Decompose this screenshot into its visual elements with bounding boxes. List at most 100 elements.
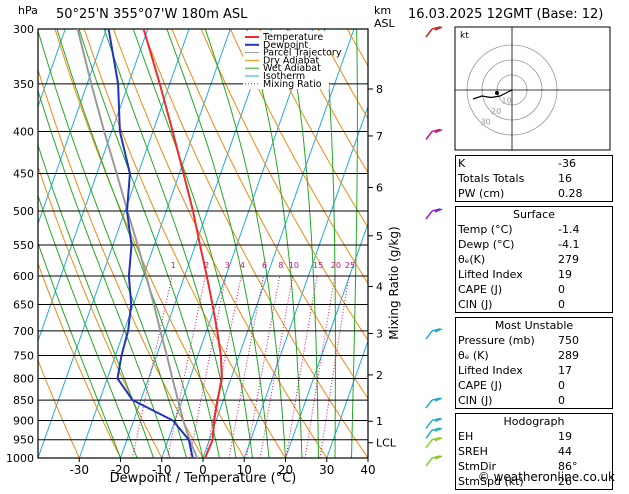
- mixing-ratio-label: 6: [262, 261, 267, 270]
- mixing-ratio-line: [246, 276, 279, 458]
- surface-label: CIN (J): [456, 297, 550, 312]
- pressure-tick-label: 900: [13, 414, 34, 427]
- hodograph-label: SREH: [456, 444, 550, 459]
- pressure-tick-label: 700: [13, 325, 34, 338]
- run-title: 16.03.2025 12GMT (Base: 12): [408, 7, 603, 22]
- isotherm-line: [162, 29, 313, 458]
- surface-label: Dewp (°C): [456, 237, 550, 252]
- unstable-label: CIN (J): [456, 393, 550, 408]
- storm-motion-marker: [495, 91, 499, 95]
- hpa-label: hPa: [18, 4, 38, 17]
- hodograph-frame: [455, 27, 610, 150]
- surface-value: 0: [550, 282, 612, 297]
- pressure-tick-label: 450: [13, 167, 34, 180]
- mixing-ratio-label: 8: [278, 261, 283, 270]
- index-label: PW (cm): [456, 186, 550, 201]
- dry-adiabat-line: [0, 29, 79, 458]
- index-label: Totals Totals: [456, 171, 550, 186]
- x-tick-label: 40: [360, 463, 375, 477]
- isotherm-line: [121, 29, 272, 458]
- hodograph-title: Hodograph: [456, 414, 612, 429]
- unstable-value: 17: [550, 363, 612, 378]
- surface-row: Dewp (°C)-4.1: [456, 237, 612, 252]
- pressure-tick-label: 350: [13, 78, 34, 91]
- wind-barb-staff: [426, 440, 432, 448]
- pressure-tick-label: 850: [13, 394, 34, 407]
- asl-label: ASL: [374, 17, 396, 30]
- unstable-row: CIN (J)0: [456, 393, 612, 408]
- wind-barbs: [426, 27, 442, 466]
- surface-row: CIN (J)0: [456, 297, 612, 312]
- plot-frame: [38, 29, 368, 458]
- wind-barb-staff: [426, 420, 432, 428]
- temperature-line: [144, 29, 222, 458]
- km-tick-label: 6: [376, 181, 383, 194]
- dry-adiabat-line: [610, 29, 629, 458]
- index-row: PW (cm)0.28: [456, 186, 612, 201]
- surface-row: Temp (°C)-1.4: [456, 222, 612, 237]
- km-tick-label: 3: [376, 327, 383, 340]
- hodograph-ring-label: 20: [491, 107, 501, 116]
- wet-adiabat-line: [352, 29, 358, 458]
- km-label: km: [374, 4, 391, 17]
- x-axis-label: Dewpoint / Temperature (°C): [110, 471, 297, 486]
- pressure-tick-label: 550: [13, 239, 34, 252]
- km-tick-label: 8: [376, 83, 383, 96]
- mixing-ratio-label: 20: [331, 261, 341, 270]
- wet-adiabat-line: [133, 29, 252, 458]
- pressure-tick-label: 950: [13, 434, 34, 447]
- mixing-ratio-line: [286, 276, 317, 458]
- x-tick-label: 30: [319, 463, 334, 477]
- pressure-tick-label: 650: [13, 299, 34, 312]
- hodograph-unit-label: kt: [460, 31, 469, 41]
- isotherm-line: [244, 29, 395, 458]
- location-title: 50°25'N 355°07'W 180m ASL: [56, 7, 247, 22]
- unstable-label: Pressure (mb): [456, 333, 550, 348]
- mixing-ratio-line: [206, 276, 242, 458]
- index-value: -36: [550, 156, 612, 171]
- surface-label: Lifted Index: [456, 267, 550, 282]
- index-value: 16: [550, 171, 612, 186]
- hodograph-label: EH: [456, 429, 550, 444]
- km-tick-label: 4: [376, 281, 383, 294]
- wind-barb-staff: [426, 29, 432, 37]
- surface-value: 279: [550, 252, 612, 267]
- index-value: 0.28: [550, 186, 612, 201]
- pressure-tick-label: 300: [13, 23, 34, 36]
- unstable-value: 289: [550, 348, 612, 363]
- dry-adiabat-line: [114, 29, 327, 458]
- km-tick-label: 1: [376, 415, 383, 428]
- hodograph-value: 44: [550, 444, 612, 459]
- x-tick-label: -30: [69, 463, 89, 477]
- surface-value: 19: [550, 267, 612, 282]
- mixing-ratio-axis-label: Mixing Ratio (g/kg): [387, 226, 401, 339]
- unstable-row: Pressure (mb)750: [456, 333, 612, 348]
- km-tick-label: 7: [376, 130, 383, 143]
- mixing-ratio-label: 3: [225, 261, 230, 270]
- km-tick-label: LCL: [376, 437, 397, 450]
- surface-value: -1.4: [550, 222, 612, 237]
- surface-label: θₑ(K): [456, 252, 550, 267]
- unstable-label: CAPE (J): [456, 378, 550, 393]
- mixing-ratio-label: 1: [171, 261, 176, 270]
- wind-barb-staff: [426, 458, 432, 466]
- unstable-label: θₑ (K): [456, 348, 550, 363]
- surface-row: θₑ(K)279: [456, 252, 612, 267]
- pressure-tick-label: 500: [13, 205, 34, 218]
- surface-label: Temp (°C): [456, 222, 550, 237]
- index-row: K-36: [456, 156, 612, 171]
- mixing-ratio-label: 10: [289, 261, 299, 270]
- hodograph-ring-label: 10: [502, 97, 512, 106]
- copyright-footer[interactable]: © weatheronline.co.uk: [478, 470, 615, 484]
- km-tick-label: 5: [376, 230, 383, 243]
- wind-barb-staff: [426, 430, 432, 438]
- surface-title: Surface: [456, 207, 612, 222]
- unstable-value: 0: [550, 393, 612, 408]
